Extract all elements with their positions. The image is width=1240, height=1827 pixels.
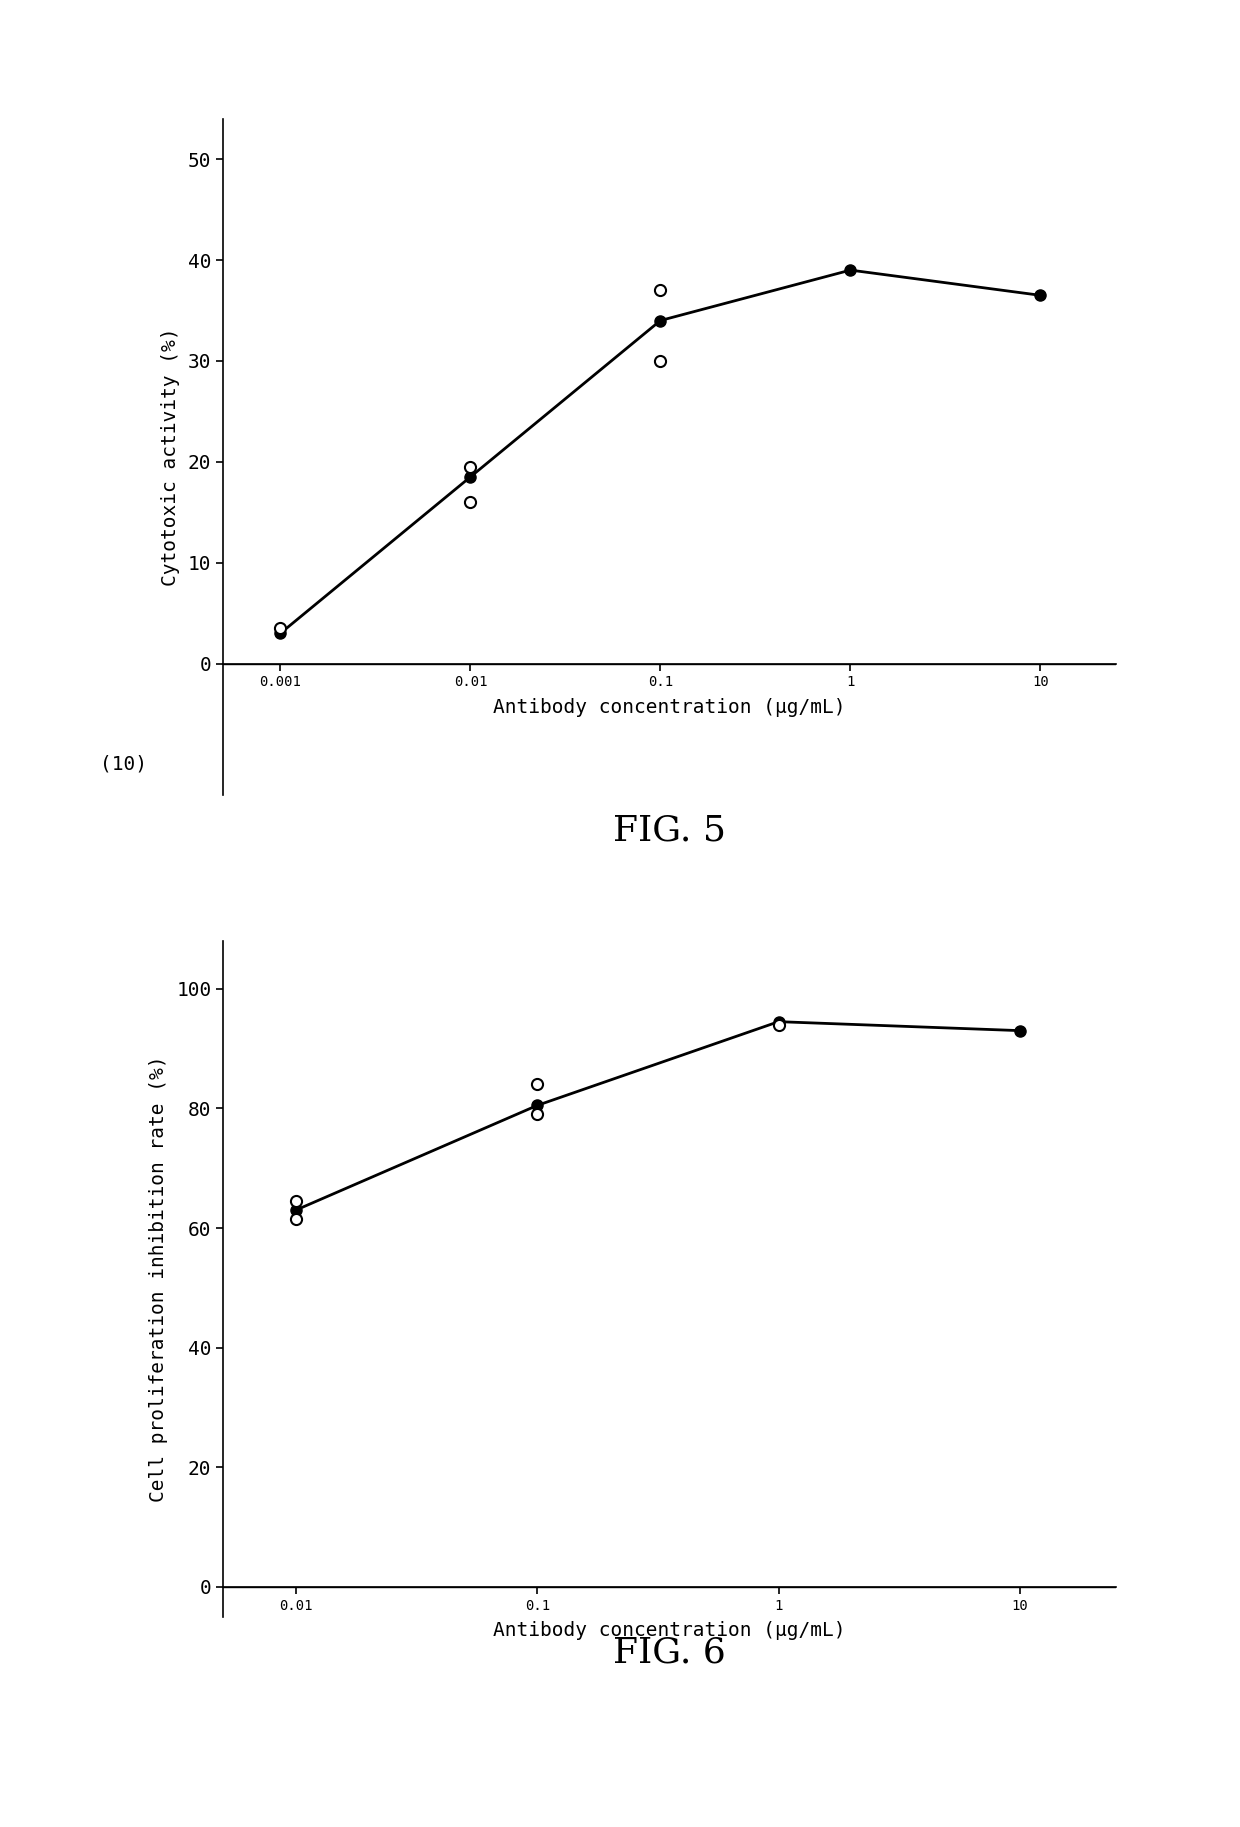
X-axis label: Antibody concentration (μg/mL): Antibody concentration (μg/mL) (494, 1621, 846, 1641)
Y-axis label: Cell proliferation inhibition rate (%): Cell proliferation inhibition rate (%) (149, 1056, 167, 1502)
X-axis label: Antibody concentration (μg/mL): Antibody concentration (μg/mL) (494, 698, 846, 716)
Y-axis label: Cytotoxic activity (%): Cytotoxic activity (%) (160, 327, 180, 586)
Text: FIG. 5: FIG. 5 (613, 813, 727, 848)
Text: FIG. 6: FIG. 6 (614, 1635, 725, 1670)
Text: (10): (10) (100, 755, 148, 775)
